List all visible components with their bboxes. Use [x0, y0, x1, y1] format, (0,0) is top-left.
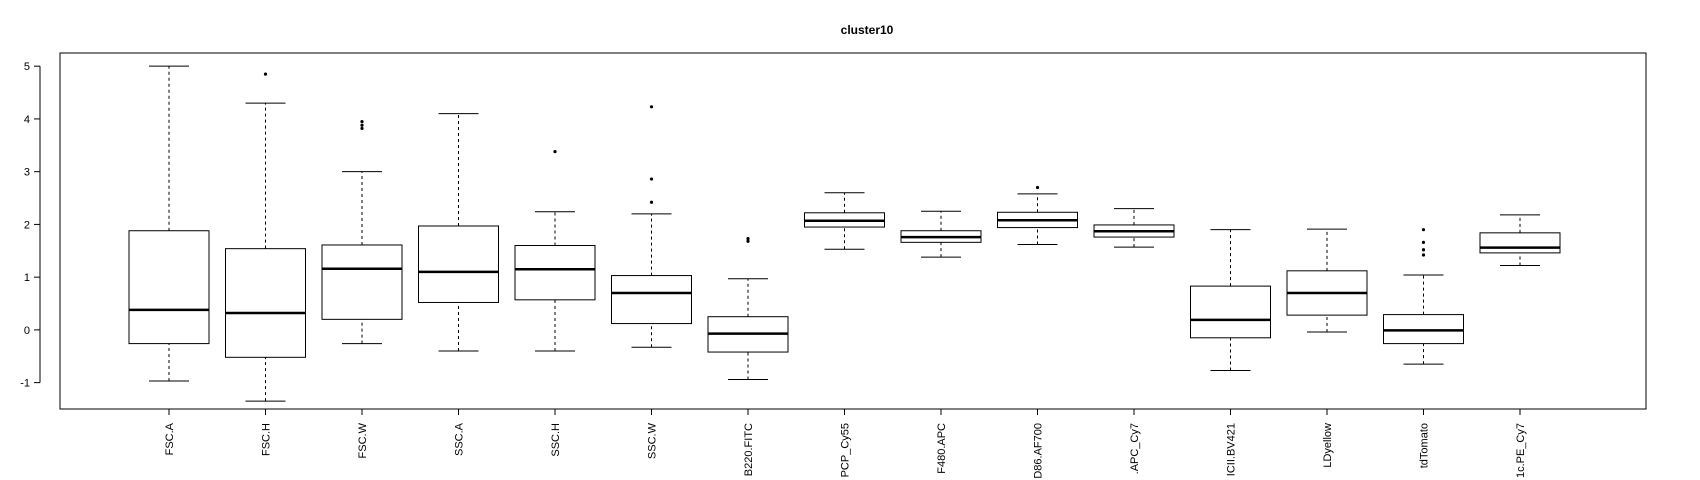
- box-SSC.H: [514, 150, 596, 352]
- box-B220.FITC: [707, 237, 789, 380]
- box-ICII.BV421: [1190, 229, 1271, 371]
- chart-title: cluster10: [841, 23, 894, 37]
- box-iqr: [225, 248, 306, 358]
- y-axis: -1 0 1 2 3 4 5: [20, 61, 41, 390]
- outlier-point: [1421, 248, 1426, 252]
- box-SSC.A: [418, 113, 499, 352]
- box-LDyellow: [1286, 228, 1368, 333]
- outlier-point: [553, 150, 557, 154]
- box-1c.PE_Cy7: [1479, 214, 1561, 267]
- box-iqr: [611, 275, 692, 325]
- x-tick-label: SSC.A: [454, 422, 466, 456]
- y-tick-label: 1: [24, 272, 30, 284]
- box-iqr: [128, 230, 210, 345]
- box-iqr: [418, 225, 499, 303]
- x-axis-labels: FSC.A FSC.H FSC.W SSC.A SSC.H SSC.W B220.FITC P…: [164, 408, 1527, 479]
- x-tick-label: .APC_Cy7: [1129, 423, 1141, 474]
- x-tick-label: SSC.H: [550, 423, 562, 457]
- box-.APC_Cy7: [1093, 208, 1175, 248]
- box-FSC.H: [225, 72, 306, 402]
- box-iqr: [1479, 232, 1561, 254]
- outlier-point: [746, 239, 750, 243]
- outlier-point: [1421, 253, 1426, 257]
- outlier-point: [746, 237, 750, 241]
- boxes-group: [128, 65, 1561, 402]
- x-tick-label: SSC.W: [647, 422, 659, 459]
- x-tick-label: F480.APC: [936, 423, 948, 474]
- outlier-point: [1035, 185, 1040, 190]
- y-tick-label: 4: [24, 114, 30, 126]
- x-tick-label: tdTomato: [1419, 423, 1431, 468]
- box-PCP_Cy55: [804, 192, 885, 250]
- box-FSC.A: [128, 65, 210, 382]
- box-F480.APC: [900, 210, 982, 258]
- x-tick-label: LDyellow: [1322, 423, 1334, 468]
- x-tick-label: FSC.H: [261, 423, 273, 456]
- box-FSC.W: [321, 119, 403, 345]
- x-tick-label: FSC.W: [357, 422, 369, 458]
- box-iqr: [1383, 314, 1464, 345]
- box-iqr: [514, 245, 596, 301]
- box-D86.AF700: [997, 185, 1078, 245]
- box-tdTomato: [1383, 228, 1464, 365]
- x-tick-label: PCP_Cy55: [840, 423, 852, 477]
- outlier-point: [649, 105, 654, 109]
- y-tick-label: 5: [24, 61, 30, 73]
- box-iqr: [321, 244, 403, 320]
- outlier-point: [360, 119, 364, 124]
- box-SSC.W: [611, 105, 692, 348]
- x-tick-label: B220.FITC: [743, 423, 755, 476]
- outlier-point: [1421, 240, 1426, 244]
- box-iqr: [1190, 285, 1271, 339]
- outlier-point: [360, 123, 364, 127]
- y-tick-label: -1: [20, 378, 30, 390]
- outlier-point: [649, 200, 654, 204]
- x-tick-label: ICII.BV421: [1226, 423, 1238, 476]
- outlier-point: [263, 72, 268, 76]
- x-tick-label: FSC.A: [164, 422, 176, 455]
- outlier-point: [360, 126, 364, 131]
- y-tick-label: 3: [24, 167, 30, 179]
- y-tick-label: 2: [24, 219, 30, 231]
- x-tick-label: 1c.PE_Cy7: [1515, 423, 1527, 478]
- outlier-point: [649, 177, 654, 181]
- outlier-point: [1421, 228, 1426, 232]
- y-tick-label: 0: [24, 325, 30, 337]
- x-tick-label: D86.AF700: [1033, 423, 1045, 479]
